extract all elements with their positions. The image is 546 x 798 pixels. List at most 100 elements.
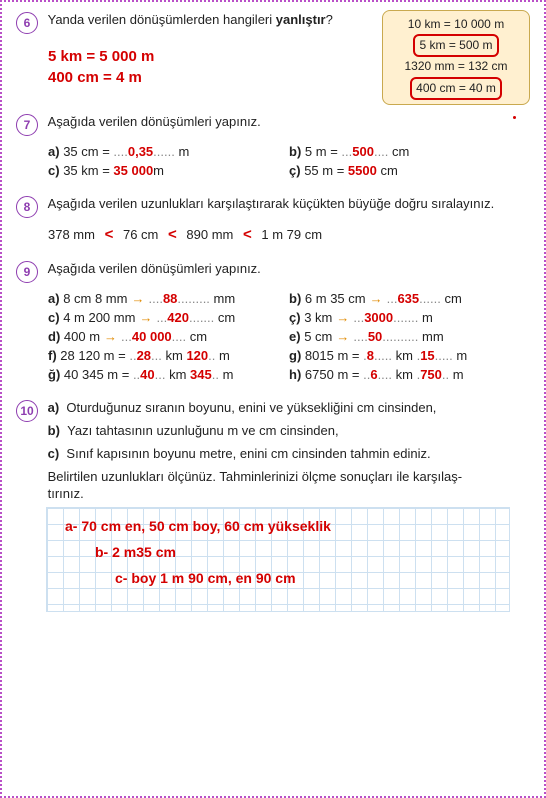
question-6: 6 Yanda verilen dönüşümlerden hangileri … (16, 12, 530, 86)
q9g-pre: 8015 m = (305, 348, 363, 363)
question-9: 9 Aşağıda verilen dönüşümleri yapınız. a… (16, 261, 530, 382)
q9b-pre: 6 m 35 cm (305, 291, 366, 306)
box-line-2: 5 km = 500 m (413, 34, 498, 57)
q7-a-lbl: a) (48, 144, 60, 159)
q8-lt2: < (168, 226, 177, 243)
q7-text: Aşağıda verilen dönüşümleri yapınız. (48, 114, 528, 129)
q8-v1: 378 mm (48, 227, 95, 242)
q9b-ans: 635 (397, 291, 419, 306)
q10-ans-c: c- boy 1 m 90 cm, en 90 cm (115, 570, 491, 586)
q9ç-unit: m (422, 310, 433, 325)
q9ğ-a1: 40 (140, 367, 154, 382)
q9g-lbl: g) (289, 348, 301, 363)
qnum-9: 9 (16, 261, 38, 283)
q8-text: Aşağıda verilen uzunlukları karşılaştıra… (48, 196, 528, 211)
q9d-unit: cm (190, 329, 207, 344)
q9b-unit: cm (444, 291, 461, 306)
q8-lt1: < (105, 226, 114, 243)
q9-h: h) 6750 m = ..6.... km .750.. m (289, 367, 530, 382)
q9-g: g) 8015 m = .8..... km .15..... m (289, 348, 530, 363)
q9ç-ans: 3000 (364, 310, 393, 325)
q9d-pre: 400 m (64, 329, 100, 344)
q9a-pre: 8 cm 8 mm (63, 291, 127, 306)
arrow-icon: → (336, 329, 349, 344)
q9a-unit: mm (214, 291, 236, 306)
q9g-post: m (453, 348, 467, 363)
q9h-a1: 6 (370, 367, 377, 382)
q7-a-ans: 0,35 (128, 144, 153, 159)
q9h-a2: 750 (420, 367, 442, 382)
q9e-lbl: e) (289, 329, 301, 344)
q10-b-txt: Yazı tahtasının uzunluğunu m ve cm cinsi… (67, 423, 338, 438)
q7-ç-ans: 5500 (348, 163, 377, 178)
q8-v2: 76 cm (123, 227, 158, 242)
q9ğ-a2: 345 (190, 367, 212, 382)
q7-c-pre: 35 km = (63, 163, 113, 178)
q9d-lbl: d) (48, 329, 60, 344)
q9g-a1: 8 (367, 348, 374, 363)
q10-c-lbl: c) (48, 446, 60, 461)
arrow-icon: → (336, 310, 349, 325)
q9c-lbl: c) (48, 310, 60, 325)
q9-f: f) 28 120 m = ..28... km 120.. m (48, 348, 289, 363)
question-8: 8 Aşağıda verilen uzunlukları karşılaştı… (16, 196, 530, 243)
q10-ans-a: a- 70 cm en, 50 cm boy, 60 cm yükseklik (65, 518, 491, 534)
q7-c-post: m (153, 163, 164, 178)
q9e-pre: 5 cm (304, 329, 332, 344)
q9-e: e) 5 cm→....50.......... mm (289, 329, 530, 344)
q7-b-lbl: b) (289, 144, 301, 159)
q9f-post: m (215, 348, 229, 363)
conversion-box: 10 km = 10 000 m 5 km = 500 m 1320 mm = … (382, 10, 530, 105)
arrow-icon: → (131, 291, 144, 306)
q7-b: b) 5 m = ...500.... cm (289, 144, 530, 159)
q7-b-ans: 500 (352, 144, 374, 159)
q9ğ-mid: km (165, 367, 190, 382)
q10-p2: tırınız. (48, 486, 528, 501)
q7-a: a) 35 cm = ....0,35...... m (48, 144, 289, 159)
q9b-lbl: b) (289, 291, 301, 306)
qnum-8: 8 (16, 196, 38, 218)
q7-a-pre: 35 cm = (63, 144, 113, 159)
q9-text: Aşağıda verilen dönüşümleri yapınız. (48, 261, 528, 276)
q10-a-txt: Oturduğunuz sıranın boyunu, enini ve yük… (66, 400, 436, 415)
q9-c: c) 4 m 200 mm→...420....... cm (48, 310, 289, 325)
q10-ans-b: b- 2 m35 cm (95, 544, 491, 560)
q7-b-post: cm (388, 144, 409, 159)
qnum-10: 10 (16, 400, 38, 422)
q7-ç-post: cm (377, 163, 398, 178)
q9h-pre: 6750 m = (305, 367, 363, 382)
q7-c-lbl: c) (48, 163, 60, 178)
red-dot (513, 116, 516, 119)
question-7: 7 Aşağıda verilen dönüşümleri yapınız. a… (16, 114, 530, 178)
q9-a: a) 8 cm 8 mm→....88......... mm (48, 291, 289, 306)
q9h-post: m (449, 367, 463, 382)
q7-ç-lbl: ç) (289, 163, 301, 178)
q9f-pre: 28 120 m = (60, 348, 129, 363)
q6-text: Yanda verilen dönüşümlerden hangileri ya… (48, 12, 368, 27)
q7-ç: ç) 55 m = 5500 cm (289, 163, 530, 178)
q9ç-lbl: ç) (289, 310, 301, 325)
q8-compare: 378 mm < 76 cm < 890 mm < 1 m 79 cm (48, 226, 530, 243)
box-line-4: 400 cm = 40 m (410, 77, 502, 100)
q10-c-txt: Sınıf kapısının boyunu metre, enini cm c… (66, 446, 430, 461)
q9g-a2: 15 (420, 348, 434, 363)
q7-a-post: m (175, 144, 189, 159)
answer-grid: a- 70 cm en, 50 cm boy, 60 cm yükseklik … (46, 507, 510, 612)
q9f-lbl: f) (48, 348, 57, 363)
q9d-ans: 40 000 (132, 329, 172, 344)
q10-p1: Belirtilen uzunlukları ölçünüz. Tahminle… (48, 469, 528, 484)
box-line-3: 1320 mm = 132 cm (389, 57, 523, 76)
q9-b: b) 6 m 35 cm→...635...... cm (289, 291, 530, 306)
q6-pre: Yanda verilen dönüşümlerden hangileri (48, 12, 276, 27)
qnum-6: 6 (16, 12, 38, 34)
q9a-ans: 88 (163, 291, 177, 306)
q7-c: c) 35 km = 35 000m (48, 163, 289, 178)
q9g-mid: km (392, 348, 417, 363)
q9e-unit: mm (422, 329, 444, 344)
q9h-lbl: h) (289, 367, 301, 382)
q9f-a2: 120 (186, 348, 208, 363)
q9ğ-lbl: ğ) (48, 367, 60, 382)
qnum-7: 7 (16, 114, 38, 136)
q7-ç-pre: 55 m = (304, 163, 348, 178)
q9-ç: ç) 3 km→...3000....... m (289, 310, 530, 325)
